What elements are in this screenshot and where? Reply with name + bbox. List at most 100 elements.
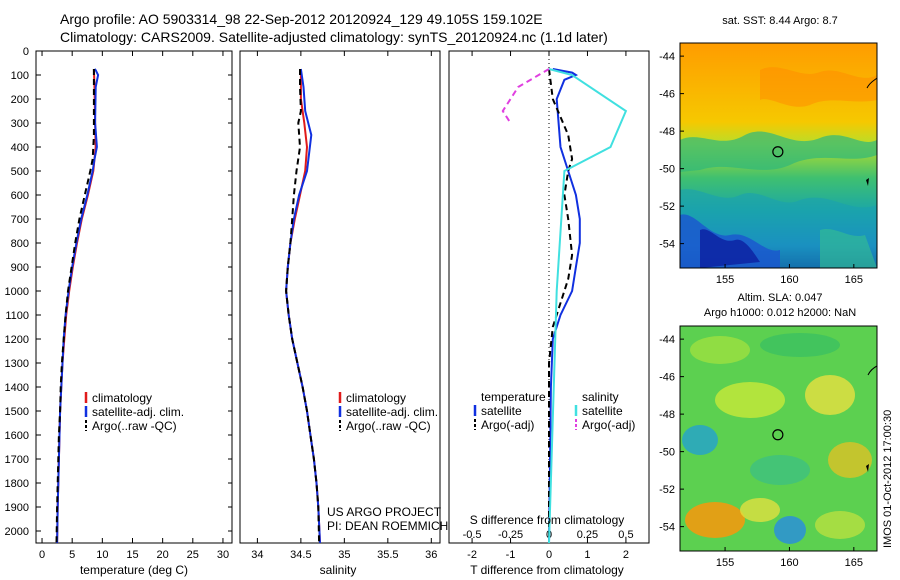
legend-label-s-satellite: satellite bbox=[582, 404, 623, 418]
x-tick-label: 0 bbox=[546, 549, 552, 561]
depth-tick-label: 1900 bbox=[5, 502, 29, 514]
depth-tick-label: 500 bbox=[11, 166, 29, 178]
x-tick-label: -2 bbox=[467, 549, 477, 561]
legend-label-t-satellite: satellite bbox=[481, 404, 522, 418]
x-tick-label: 5 bbox=[69, 549, 75, 561]
depth-tick-label: 400 bbox=[11, 142, 29, 154]
map-y-tick-label: -48 bbox=[659, 409, 675, 421]
s-tick-label: 0.5 bbox=[618, 529, 633, 541]
sla-map-frame bbox=[679, 325, 878, 552]
map-y-tick-label: -50 bbox=[659, 164, 675, 176]
series-line-argo-raw-qc- bbox=[285, 69, 321, 544]
s-tick-label: -0.25 bbox=[498, 529, 523, 541]
series-line-temperature-satellite bbox=[548, 68, 581, 544]
island-mark bbox=[866, 178, 869, 186]
depth-tick-label: 2000 bbox=[5, 526, 29, 538]
depth-tick-label: 1700 bbox=[5, 454, 29, 466]
map-x-tick-label: 155 bbox=[716, 557, 734, 569]
sst-map-panel: sat. SST: 8.44 Argo: 8.7 155 160 165 -44 -46… bbox=[659, 15, 878, 286]
depth-tick-label: 300 bbox=[11, 118, 29, 130]
map-y-tick-label: -54 bbox=[659, 239, 675, 251]
x-tick-label: 2 bbox=[623, 549, 629, 561]
salinity-axes-frame bbox=[239, 50, 441, 544]
temperature-series bbox=[55, 68, 100, 544]
sla-map-panel: Altim. SLA: 0.047 Argo h1000: 0.012 h200… bbox=[659, 292, 878, 569]
sla-map-title-2: Argo h1000: 0.012 h2000: NaN bbox=[704, 307, 856, 319]
temperature-legend: climatology satellite-adj. clim. Argo(..… bbox=[84, 391, 184, 433]
island-mark bbox=[866, 464, 869, 472]
s-tick-label: 0.25 bbox=[577, 529, 598, 541]
depth-tick-label: 1200 bbox=[5, 334, 29, 346]
map-y-tick-label: -52 bbox=[659, 484, 675, 496]
legend-label-satellite: satellite-adj. clim. bbox=[92, 405, 184, 419]
legend-label-argo: Argo(..raw -QC) bbox=[92, 419, 177, 433]
map-y-tick-label: -44 bbox=[659, 334, 675, 346]
series-line-argo-raw-qc- bbox=[55, 69, 95, 544]
series-line-temperature-argo-adj- bbox=[548, 68, 574, 543]
legend-label-t-argo: Argo(-adj) bbox=[481, 418, 534, 432]
sst-map-frame bbox=[679, 42, 878, 269]
depth-tick-label: 1300 bbox=[5, 358, 29, 370]
x-tick-label: 10 bbox=[96, 549, 108, 561]
salinity-x-axis: 34 34.5 35 35.5 36 bbox=[251, 51, 437, 561]
depth-tick-label: 1400 bbox=[5, 382, 29, 394]
x-tick-label: 20 bbox=[157, 549, 169, 561]
s-difference-label: S difference from climatology bbox=[470, 513, 625, 527]
sla-map-image bbox=[680, 326, 877, 551]
t-difference-label: T difference from climatology bbox=[470, 563, 624, 577]
depth-tick-label: 700 bbox=[11, 214, 29, 226]
project-annotation: US ARGO PROJECT bbox=[327, 505, 442, 519]
s-tick-label: -0.5 bbox=[463, 529, 482, 541]
depth-tick-label: 0 bbox=[23, 46, 29, 58]
legend-label-climatology: climatology bbox=[92, 391, 152, 405]
sst-map-image bbox=[680, 43, 877, 268]
depth-tick-label: 1500 bbox=[5, 406, 29, 418]
map-y-tick-label: -54 bbox=[659, 522, 675, 534]
x-tick-label: 36 bbox=[425, 549, 437, 561]
sst-map-title: sat. SST: 8.44 Argo: 8.7 bbox=[722, 15, 838, 27]
map-x-tick-label: 160 bbox=[780, 557, 798, 569]
sst-map-axes: 155 160 165 -44 -46 -48 -50 -52 -54 bbox=[659, 51, 863, 286]
sla-map-axes: 155 160 165 -44 -46 -48 -50 -52 -54 bbox=[659, 334, 863, 569]
map-x-tick-label: 155 bbox=[716, 274, 734, 286]
temperature-x-label: temperature (deg C) bbox=[80, 563, 188, 577]
map-y-tick-label: -44 bbox=[659, 51, 675, 63]
depth-tick-label: 1000 bbox=[5, 286, 29, 298]
salinity-panel: 34 34.5 35 35.5 36 salinity climatology sate… bbox=[239, 50, 448, 577]
temperature-axes-frame bbox=[35, 50, 233, 544]
x-tick-label: 35.5 bbox=[377, 549, 398, 561]
x-tick-label: 35 bbox=[338, 549, 350, 561]
x-tick-label: 25 bbox=[187, 549, 199, 561]
x-tick-label: 34 bbox=[251, 549, 263, 561]
x-tick-label: 0 bbox=[39, 549, 45, 561]
legend-heading-salinity: salinity bbox=[582, 390, 619, 404]
map-y-tick-label: -52 bbox=[659, 201, 675, 213]
salinity-series bbox=[285, 68, 321, 544]
depth-tick-label: 600 bbox=[11, 190, 29, 202]
imos-timestamp: IMOS 01-Oct-2012 17:00:30 bbox=[882, 410, 894, 548]
legend-label-argo: Argo(..raw -QC) bbox=[346, 419, 431, 433]
map-x-tick-label: 160 bbox=[780, 274, 798, 286]
depth-tick-label: 100 bbox=[11, 70, 29, 82]
header-line-2: Climatology: CARS2009. Satellite-adjuste… bbox=[60, 29, 608, 45]
difference-series bbox=[501, 68, 628, 544]
map-x-tick-label: 165 bbox=[845, 274, 863, 286]
coastline-mark bbox=[867, 365, 878, 376]
depth-tick-label: 200 bbox=[11, 94, 29, 106]
series-line-salinity-argo-adj- bbox=[501, 68, 550, 124]
depth-tick-label: 800 bbox=[11, 238, 29, 250]
depth-tick-label: 900 bbox=[11, 262, 29, 274]
series-line-salinity-satellite bbox=[548, 68, 628, 544]
map-x-tick-label: 165 bbox=[845, 557, 863, 569]
legend-heading-temperature: temperature bbox=[481, 390, 546, 404]
legend-label-s-argo: Argo(-adj) bbox=[582, 418, 635, 432]
map-y-tick-label: -46 bbox=[659, 372, 675, 384]
map-y-tick-label: -48 bbox=[659, 126, 675, 138]
argo-float-marker bbox=[772, 146, 784, 158]
x-tick-label: 1 bbox=[584, 549, 590, 561]
sla-map-title-1: Altim. SLA: 0.047 bbox=[738, 292, 823, 304]
map-y-tick-label: -50 bbox=[659, 447, 675, 459]
